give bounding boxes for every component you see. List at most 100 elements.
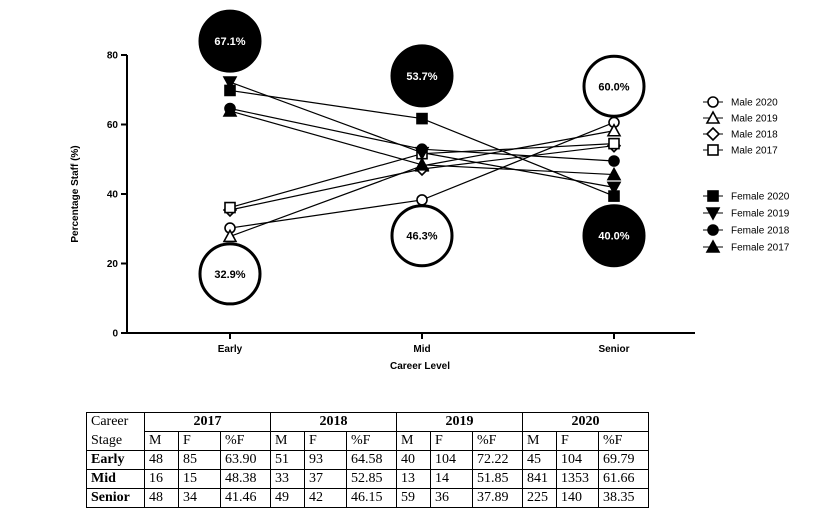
point-female-2017-mid [414, 157, 430, 171]
table-cell: 63.90 [220, 450, 271, 470]
legend-marker-female-2019 [705, 207, 721, 221]
legend-item-male-2020: Male 2020 [703, 96, 778, 109]
x-ticks: Early Mid Senior [218, 333, 630, 355]
table-cell: 46.15 [346, 488, 397, 508]
table-cell: 51.85 [472, 469, 523, 489]
table-row-senior: Senior 48 34 41.46 49 42 46.15 59 36 37.89 225 140 3… [86, 488, 649, 508]
legend-marker-female-2017 [705, 239, 721, 253]
year-header-2018: 2018 [270, 412, 397, 432]
legend-marker-male-2018 [705, 126, 721, 142]
table-cell: 49 [270, 488, 305, 508]
bubble-label: 46.3% [406, 231, 437, 243]
bubble-senior-female [582, 204, 646, 268]
stage-cell: Mid [86, 469, 145, 489]
table-cell: 33 [270, 469, 305, 489]
x-axis-label: Career Level [390, 361, 450, 372]
legend-label: Male 2018 [731, 130, 778, 141]
point-male-2019-senior [606, 123, 622, 137]
table-cell: 45 [522, 450, 557, 470]
staff-data-table: Career 2017 2018 2019 2020 Stage M F %F … [86, 412, 649, 508]
table-cell: 72.22 [472, 450, 523, 470]
year-header-2019: 2019 [396, 412, 523, 432]
subheader-cell: F [304, 431, 347, 451]
table-cell: 40 [396, 450, 431, 470]
legend-label: Female 2017 [731, 243, 790, 254]
line-chart: 0 20 40 60 80 Early Mid Senior Percentage Staf… [70, 9, 790, 372]
subheader-cell: M [396, 431, 431, 451]
point-male-2019-early [222, 228, 238, 243]
subheader-cell: M [270, 431, 305, 451]
table-cell: 85 [178, 450, 221, 470]
table-cell: 48 [144, 450, 179, 470]
point-female-2018-senior [608, 155, 620, 167]
legend: Male 2020 Male 2019 Male 2018 Male 2017 Fema… [703, 96, 790, 254]
subheader-cell: %F [598, 431, 649, 451]
point-female-2017-early [222, 103, 238, 117]
table-year-header-row: Career 2017 2018 2019 2020 [86, 412, 649, 432]
point-male-2020-mid [416, 194, 428, 206]
year-header-2017: 2017 [144, 412, 271, 432]
table-cell: 93 [304, 450, 347, 470]
table-cell: 841 [522, 469, 557, 489]
table-cell: 16 [144, 469, 179, 489]
table-cell: 15 [178, 469, 221, 489]
bubble-label: 67.1% [214, 36, 245, 48]
table-subheader-row: Stage M F %F M F %F M F %F M F %F [86, 431, 649, 451]
legend-marker-male-2020 [707, 96, 719, 108]
legend-label: Female 2019 [731, 209, 790, 220]
table-cell: 59 [396, 488, 431, 508]
legend-item-male-2017: Male 2017 [703, 144, 778, 157]
table-cell: 34 [178, 488, 221, 508]
subheader-cell: %F [472, 431, 523, 451]
y-tick-label: 40 [107, 190, 119, 201]
y-tick-label: 60 [107, 120, 119, 131]
bubble-early-female [198, 9, 262, 73]
legend-marker-female-2018 [707, 224, 719, 236]
point-female-2017-senior [606, 166, 622, 181]
y-tick-label: 80 [107, 51, 119, 62]
bubble-label: 32.9% [214, 269, 245, 281]
point-male-2017-early [224, 201, 236, 214]
legend-item-female-2019: Female 2019 [703, 207, 790, 221]
table-cell: 61.66 [598, 469, 649, 489]
table-cell: 225 [522, 488, 557, 508]
legend-label: Female 2020 [731, 192, 790, 203]
bubble-label: 60.0% [598, 81, 629, 93]
table-cell: 140 [556, 488, 599, 508]
table-cell: 38.35 [598, 488, 649, 508]
legend-marker-male-2019 [705, 110, 721, 124]
table-cell: 37 [304, 469, 347, 489]
legend-item-female-2020: Female 2020 [703, 190, 790, 203]
table-cell: 48 [144, 488, 179, 508]
legend-marker-female-2020 [707, 190, 719, 202]
legend-label: Male 2017 [731, 146, 778, 157]
point-male-2017-senior [608, 137, 620, 150]
table-cell: 104 [430, 450, 473, 470]
bubble-early-male [198, 242, 262, 306]
series-markers [222, 76, 622, 243]
legend-label: Male 2019 [731, 114, 778, 125]
y-tick-label: 0 [112, 329, 118, 340]
table-row-early: Early 48 85 63.90 51 93 64.58 40 104 72.22 45 104 69… [86, 450, 649, 470]
subheader-cell: M [144, 431, 179, 451]
legend-item-male-2019: Male 2019 [703, 110, 778, 125]
x-tick-label-early: Early [218, 344, 243, 355]
y-tick-label: 20 [107, 259, 119, 270]
legend-item-male-2018: Male 2018 [703, 126, 778, 142]
bubble-mid-male [390, 204, 454, 268]
subheader-cell: %F [220, 431, 271, 451]
table-row-mid: Mid 16 15 48.38 33 37 52.85 13 14 51.85 841 1353 61.… [86, 469, 649, 489]
table-cell: 42 [304, 488, 347, 508]
x-tick-label-senior: Senior [598, 344, 629, 355]
y-ticks: 0 20 40 60 80 [107, 51, 127, 340]
bubble-senior-male [582, 54, 646, 118]
subheader-cell: %F [346, 431, 397, 451]
point-female-2018-mid [416, 143, 428, 155]
table-cell: 104 [556, 450, 599, 470]
legend-marker-male-2017 [707, 144, 719, 156]
subheader-cell: F [178, 431, 221, 451]
table-cell: 41.46 [220, 488, 271, 508]
subheader-cell: M [522, 431, 557, 451]
table-cell: 36 [430, 488, 473, 508]
table-body: Early 48 85 63.90 51 93 64.58 40 104 72.22 45 104 69… [86, 450, 649, 508]
